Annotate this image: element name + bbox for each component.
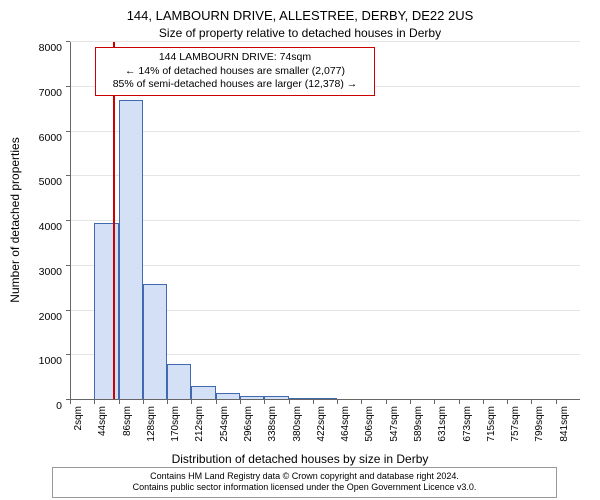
chart-title-sub: Size of property relative to detached ho… <box>0 26 600 40</box>
x-tick-label: 86sqm <box>122 406 133 436</box>
histogram-bar <box>143 284 167 400</box>
y-tick-mark <box>66 220 70 221</box>
y-tick-labels: 010002000300040005000600070008000 <box>26 42 66 400</box>
x-tick-label: 757sqm <box>510 406 521 442</box>
footnote-line-1: Contains HM Land Registry data © Crown c… <box>61 471 548 483</box>
x-tick-label: 589sqm <box>413 406 424 442</box>
annotation-box: 144 LAMBOURN DRIVE: 74sqm ← 14% of detac… <box>95 47 375 96</box>
histogram-bar <box>167 364 191 400</box>
histogram-bar <box>191 386 215 400</box>
y-tick-mark <box>66 265 70 266</box>
x-tick-label: 673sqm <box>462 406 473 442</box>
y-tick-mark <box>66 354 70 355</box>
grid-line <box>70 175 580 176</box>
histogram-chart: 144, LAMBOURN DRIVE, ALLESTREE, DERBY, D… <box>0 0 600 500</box>
x-tick-label: 170sqm <box>170 406 181 442</box>
grid-line <box>70 220 580 221</box>
x-tick-label: 128sqm <box>146 406 157 442</box>
y-tick-mark <box>66 131 70 132</box>
y-axis-line <box>70 42 71 400</box>
x-tick-label: 715sqm <box>486 406 497 442</box>
x-tick-label: 296sqm <box>243 406 254 442</box>
annotation-line-3: 85% of semi-detached houses are larger (… <box>102 78 368 92</box>
x-tick-label: 338sqm <box>267 406 278 442</box>
grid-line <box>70 41 580 42</box>
x-tick-label: 631sqm <box>437 406 448 442</box>
x-tick-label: 380sqm <box>292 406 303 442</box>
x-tick-label: 422sqm <box>316 406 327 442</box>
y-tick-mark <box>66 86 70 87</box>
x-tick-label: 464sqm <box>340 406 351 442</box>
histogram-bar <box>119 100 143 400</box>
y-tick-mark <box>66 41 70 42</box>
footnote-line-2: Contains public sector information licen… <box>61 482 548 494</box>
annotation-line-2: ← 14% of detached houses are smaller (2,… <box>102 65 368 79</box>
x-tick-label: 506sqm <box>364 406 375 442</box>
x-tick-label: 212sqm <box>194 406 205 442</box>
y-tick-mark <box>66 175 70 176</box>
grid-line <box>70 131 580 132</box>
y-tick-mark <box>66 310 70 311</box>
x-tick-label: 44sqm <box>97 406 108 436</box>
grid-line <box>70 265 580 266</box>
x-tick-label: 254sqm <box>219 406 230 442</box>
x-tick-label: 799sqm <box>534 406 545 442</box>
x-tick-label: 547sqm <box>389 406 400 442</box>
x-tick-label: 2sqm <box>73 406 84 430</box>
x-tick-labels: 2sqm 44sqm 86sqm 128sqm 170sqm 212sqm 254sqm 29… <box>70 400 580 450</box>
annotation-line-1: 144 LAMBOURN DRIVE: 74sqm <box>102 51 368 65</box>
footnote-box: Contains HM Land Registry data © Crown c… <box>52 467 557 498</box>
y-axis-title: Number of detached properties <box>8 137 22 302</box>
x-axis-title: Distribution of detached houses by size … <box>0 452 600 466</box>
x-tick-label: 841sqm <box>559 406 570 442</box>
chart-title-main: 144, LAMBOURN DRIVE, ALLESTREE, DERBY, D… <box>0 8 600 23</box>
